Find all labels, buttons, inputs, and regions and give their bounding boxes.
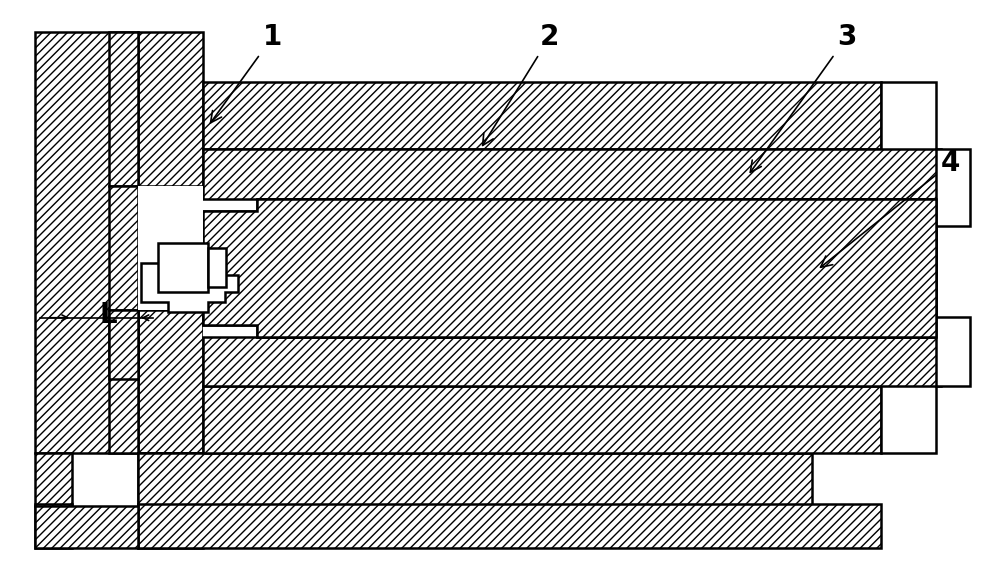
Polygon shape (35, 506, 138, 548)
Polygon shape (138, 32, 203, 186)
Polygon shape (203, 386, 881, 454)
Text: 2: 2 (483, 23, 559, 146)
Polygon shape (138, 310, 203, 454)
Polygon shape (936, 317, 970, 386)
Polygon shape (138, 454, 812, 506)
Polygon shape (138, 454, 203, 506)
Polygon shape (881, 82, 936, 454)
Polygon shape (109, 186, 138, 310)
Polygon shape (141, 253, 238, 312)
Polygon shape (35, 504, 72, 548)
Polygon shape (109, 310, 138, 379)
Polygon shape (109, 310, 138, 454)
Polygon shape (203, 150, 881, 386)
Polygon shape (203, 336, 941, 386)
Polygon shape (203, 199, 936, 336)
Polygon shape (257, 199, 936, 336)
Polygon shape (35, 32, 138, 454)
Polygon shape (208, 248, 226, 287)
Text: 1: 1 (211, 23, 282, 123)
Polygon shape (158, 244, 208, 292)
Polygon shape (138, 186, 203, 310)
Polygon shape (203, 82, 881, 150)
Polygon shape (203, 211, 257, 325)
Polygon shape (109, 32, 138, 186)
Polygon shape (203, 150, 941, 199)
Text: L: L (100, 301, 118, 329)
Polygon shape (138, 504, 203, 548)
Text: 3: 3 (750, 23, 856, 172)
Polygon shape (35, 454, 72, 506)
Text: 4: 4 (821, 149, 960, 267)
Polygon shape (257, 199, 936, 336)
Polygon shape (936, 150, 970, 226)
Polygon shape (138, 504, 881, 548)
